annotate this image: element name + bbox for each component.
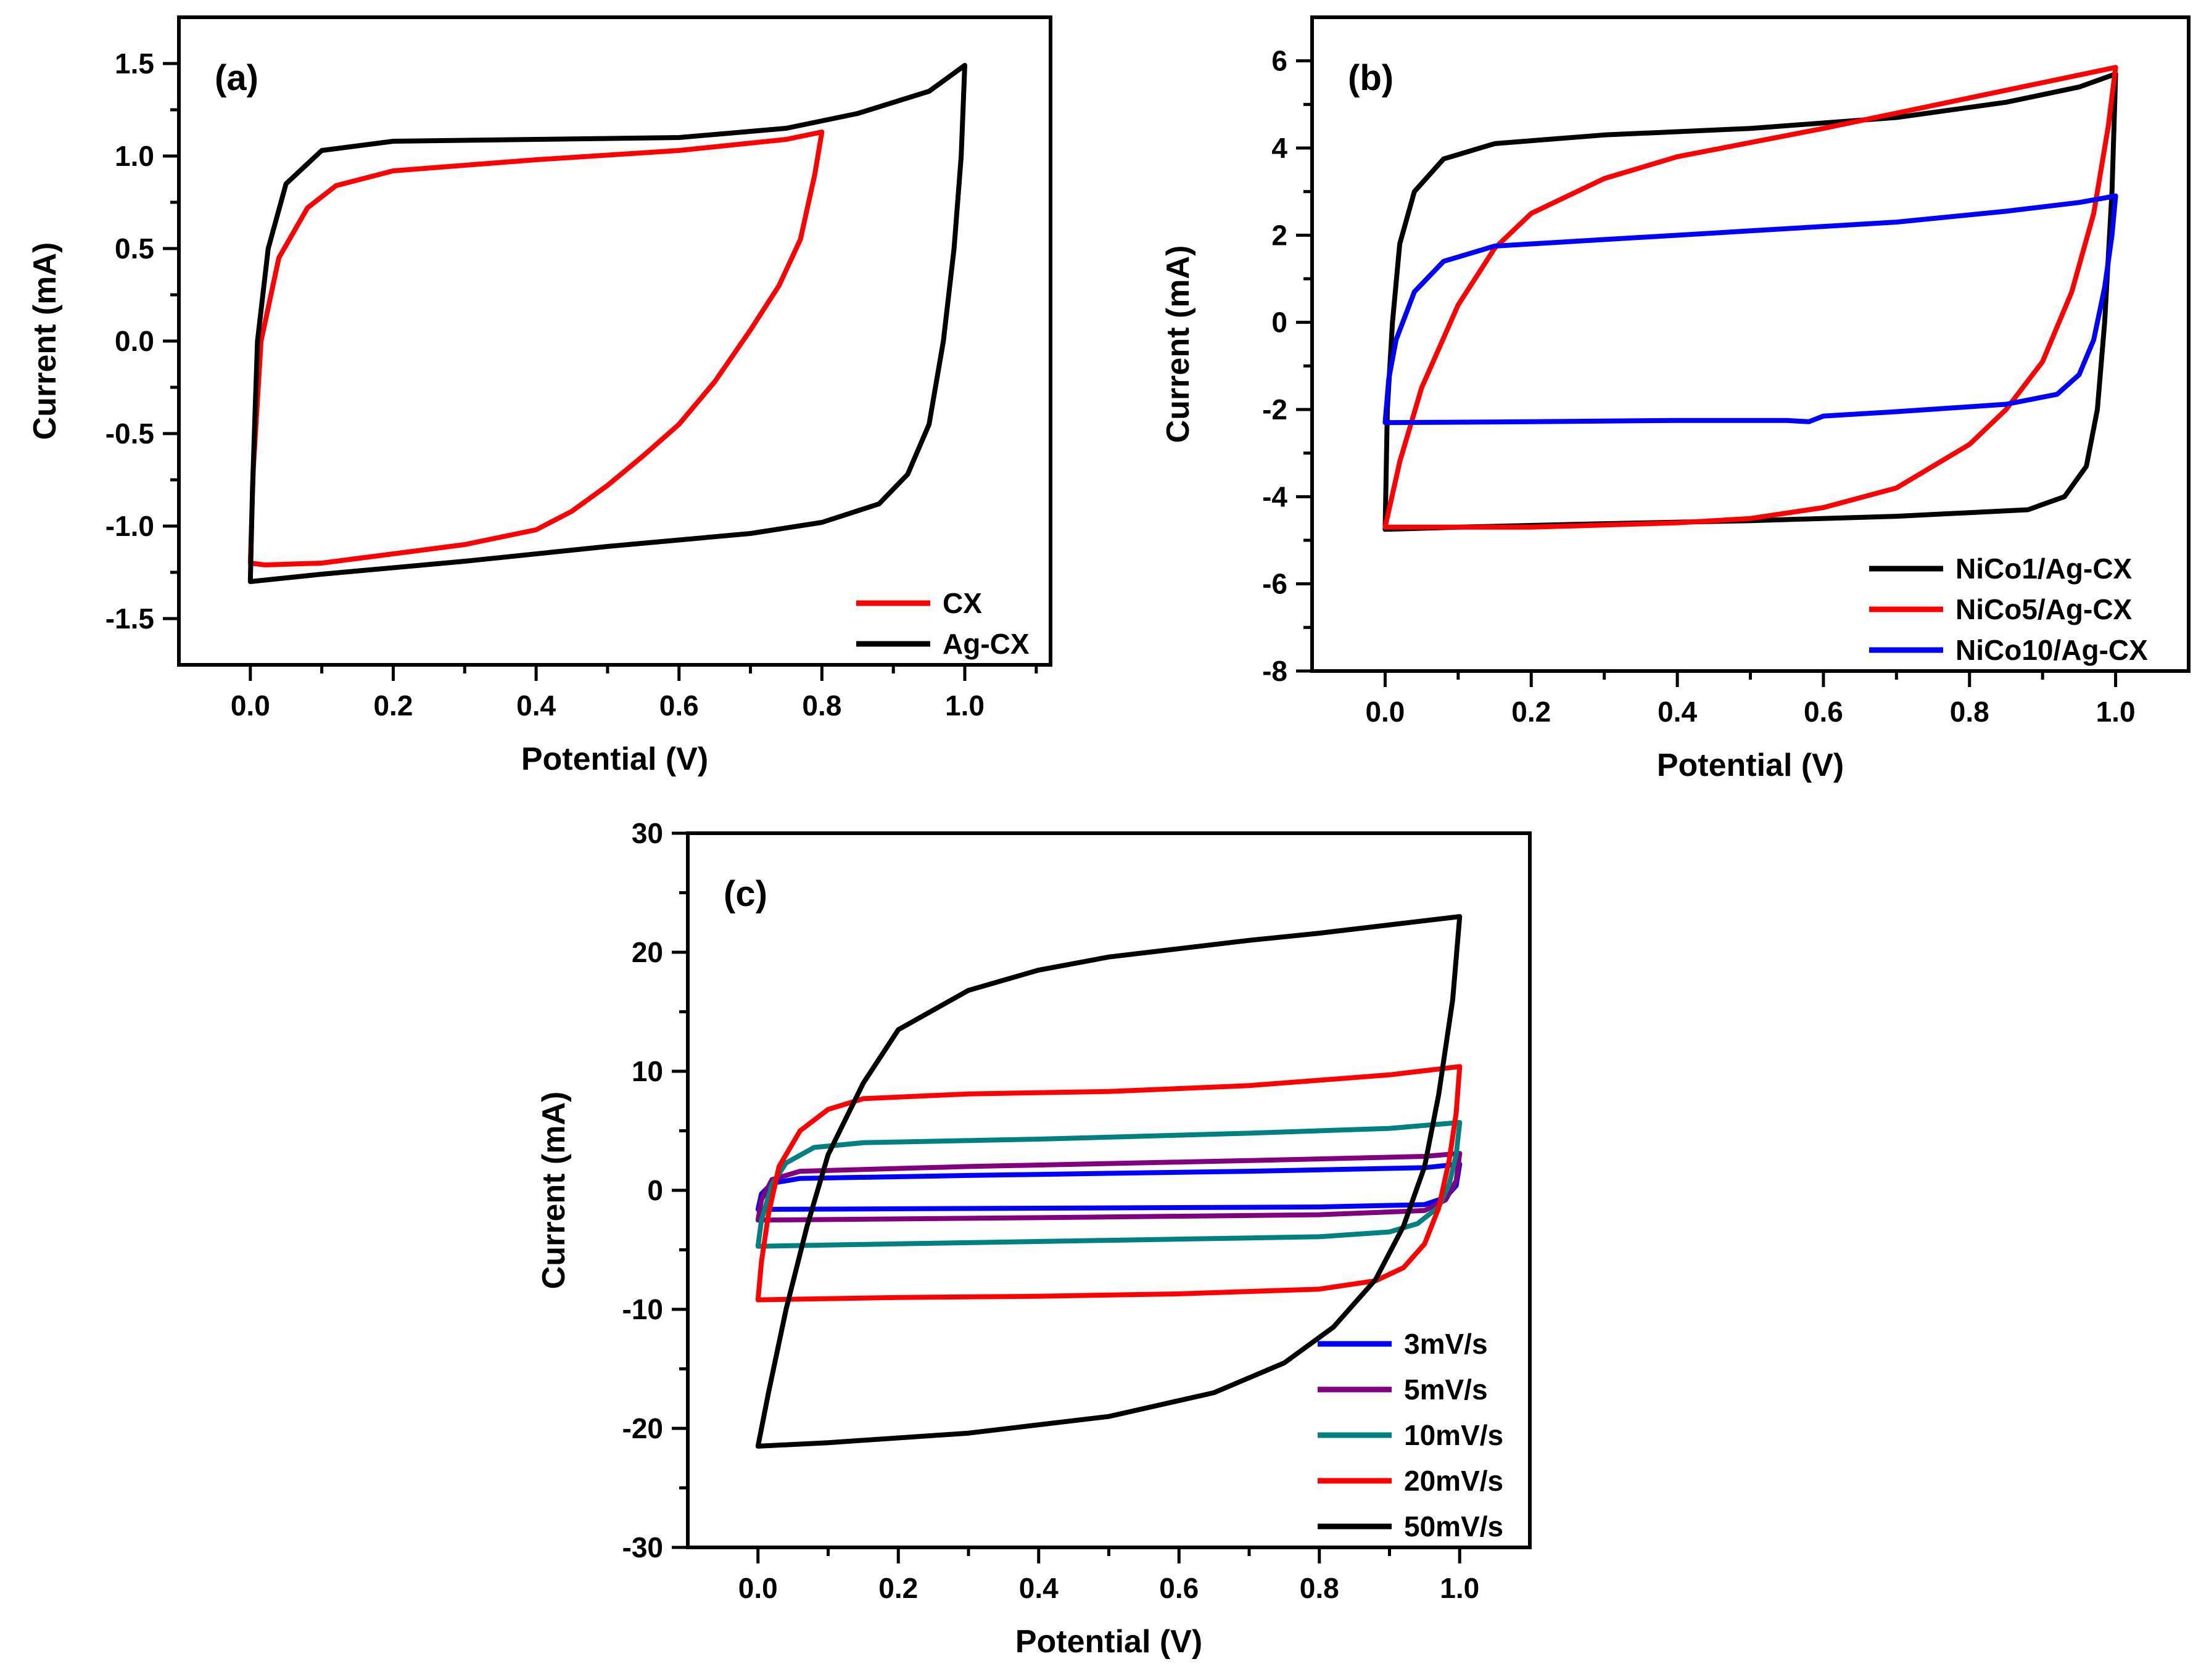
y-axis-title: Current (mA): [1160, 245, 1196, 443]
legend-label: CX: [943, 587, 982, 619]
y-tick-label: -1.0: [105, 510, 154, 542]
panel-label: (a): [215, 58, 258, 98]
x-tick-label: 0.6: [1804, 696, 1843, 728]
x-tick-label: 0.2: [373, 690, 413, 722]
x-tick-label: 0.4: [1658, 696, 1697, 728]
y-tick-label: 0.5: [115, 233, 154, 265]
x-tick-label: 0.2: [1511, 696, 1551, 728]
series-line-ag-cx: [247, 63, 967, 584]
y-tick-label: 0: [1271, 307, 1287, 339]
y-tick-label: -6: [1262, 568, 1287, 600]
chart-a: 0.0 0.2 0.4 0.6 0.8 1.0 -1.5 -1.0 -0.5 0.0 0.5 1.0 1…: [27, 15, 1052, 777]
x-tick-label: 1.0: [1440, 1572, 1479, 1604]
y-axis-title: Current (mA): [27, 242, 63, 440]
panel-label: (c): [724, 874, 767, 914]
y-tick-label: 6: [1271, 45, 1287, 77]
legend-label: NiCo5/Ag-CX: [1955, 593, 2133, 625]
legend-label: 3mV/s: [1404, 1328, 1488, 1360]
panel-label: (b): [1348, 58, 1394, 98]
x-axis-title: Potential (V): [1015, 1624, 1202, 1660]
x-tick-label: 0.2: [878, 1572, 918, 1604]
legend-c: 3mV/s 5mV/s 10mV/s 20mV/s 50mV/s: [1318, 1328, 1503, 1542]
legend-label: 5mV/s: [1404, 1373, 1488, 1406]
y-tick-label: 2: [1271, 219, 1287, 251]
chart-b: 0.0 0.2 0.4 0.6 0.8 1.0 -8 -6 -4 -2 0 2 4 6 Potential …: [1160, 15, 2191, 783]
series-line-nico5-ag-cx: [1382, 65, 2118, 530]
y-tick-label: 30: [632, 817, 663, 849]
y-tick-label: 0.0: [115, 325, 154, 357]
x-tick-label: 0.0: [231, 690, 270, 722]
x-tick-label: 0.0: [738, 1572, 778, 1604]
y-tick-label: -8: [1262, 655, 1287, 687]
legend-a: CX Ag-CX: [856, 587, 1030, 660]
y-tick-label: -0.5: [105, 418, 154, 450]
x-tick-label: 0.8: [1300, 1572, 1339, 1604]
y-tick-label: 0: [647, 1174, 663, 1206]
plot-frame-a: [177, 15, 1052, 667]
x-tick-label: 0.4: [516, 690, 556, 722]
x-axis-title: Potential (V): [1657, 747, 1844, 783]
y-tick-label: 10: [632, 1055, 663, 1087]
series-line-20mv-s: [755, 1064, 1463, 1303]
legend-label: 50mV/s: [1404, 1510, 1503, 1542]
y-tick-label: 1.0: [115, 140, 154, 172]
x-tick-label: 0.8: [802, 690, 841, 722]
legend-label: 20mV/s: [1404, 1465, 1503, 1497]
x-tick-label: 0.0: [1365, 696, 1405, 728]
legend-label: NiCo10/Ag-CX: [1955, 634, 2148, 666]
y-tick-label: -20: [622, 1412, 663, 1444]
y-tick-label: -10: [622, 1293, 663, 1325]
series-line-nico10-ag-cx: [1382, 193, 2118, 426]
x-tick-label: 0.6: [1159, 1572, 1199, 1604]
legend-label: 10mV/s: [1404, 1419, 1503, 1451]
chart-c: 0.0 0.2 0.4 0.6 0.8 1.0 -30 -20 -10 0 10 20 30 Potent…: [536, 817, 1532, 1660]
y-axis-title: Current (mA): [536, 1092, 572, 1290]
y-tick-label: -4: [1262, 480, 1287, 513]
y-tick-label: -1.5: [105, 603, 154, 635]
y-tick-label: 1.5: [115, 47, 154, 80]
x-tick-label: 0.6: [659, 690, 699, 722]
x-tick-label: 1.0: [2096, 696, 2136, 728]
y-tick-label: -2: [1262, 393, 1287, 426]
legend-label: Ag-CX: [943, 628, 1030, 660]
y-tick-label: 20: [632, 936, 663, 968]
legend-b: NiCo1/Ag-CX NiCo5/Ag-CX NiCo10/Ag-CX: [1869, 553, 2148, 666]
x-tick-label: 0.8: [1950, 696, 1989, 728]
series-line-cx: [247, 130, 825, 567]
y-tick-label: 4: [1271, 132, 1287, 164]
series-line-50mv-s: [755, 914, 1463, 1449]
series-line-10mv-s: [755, 1120, 1463, 1249]
series-line-nico1-ag-cx: [1382, 71, 2118, 532]
y-tick-label: -30: [622, 1531, 663, 1563]
x-tick-label: 0.4: [1019, 1572, 1059, 1604]
x-axis-title: Potential (V): [521, 741, 708, 777]
legend-label: NiCo1/Ag-CX: [1955, 553, 2133, 585]
x-tick-label: 1.0: [945, 690, 985, 722]
